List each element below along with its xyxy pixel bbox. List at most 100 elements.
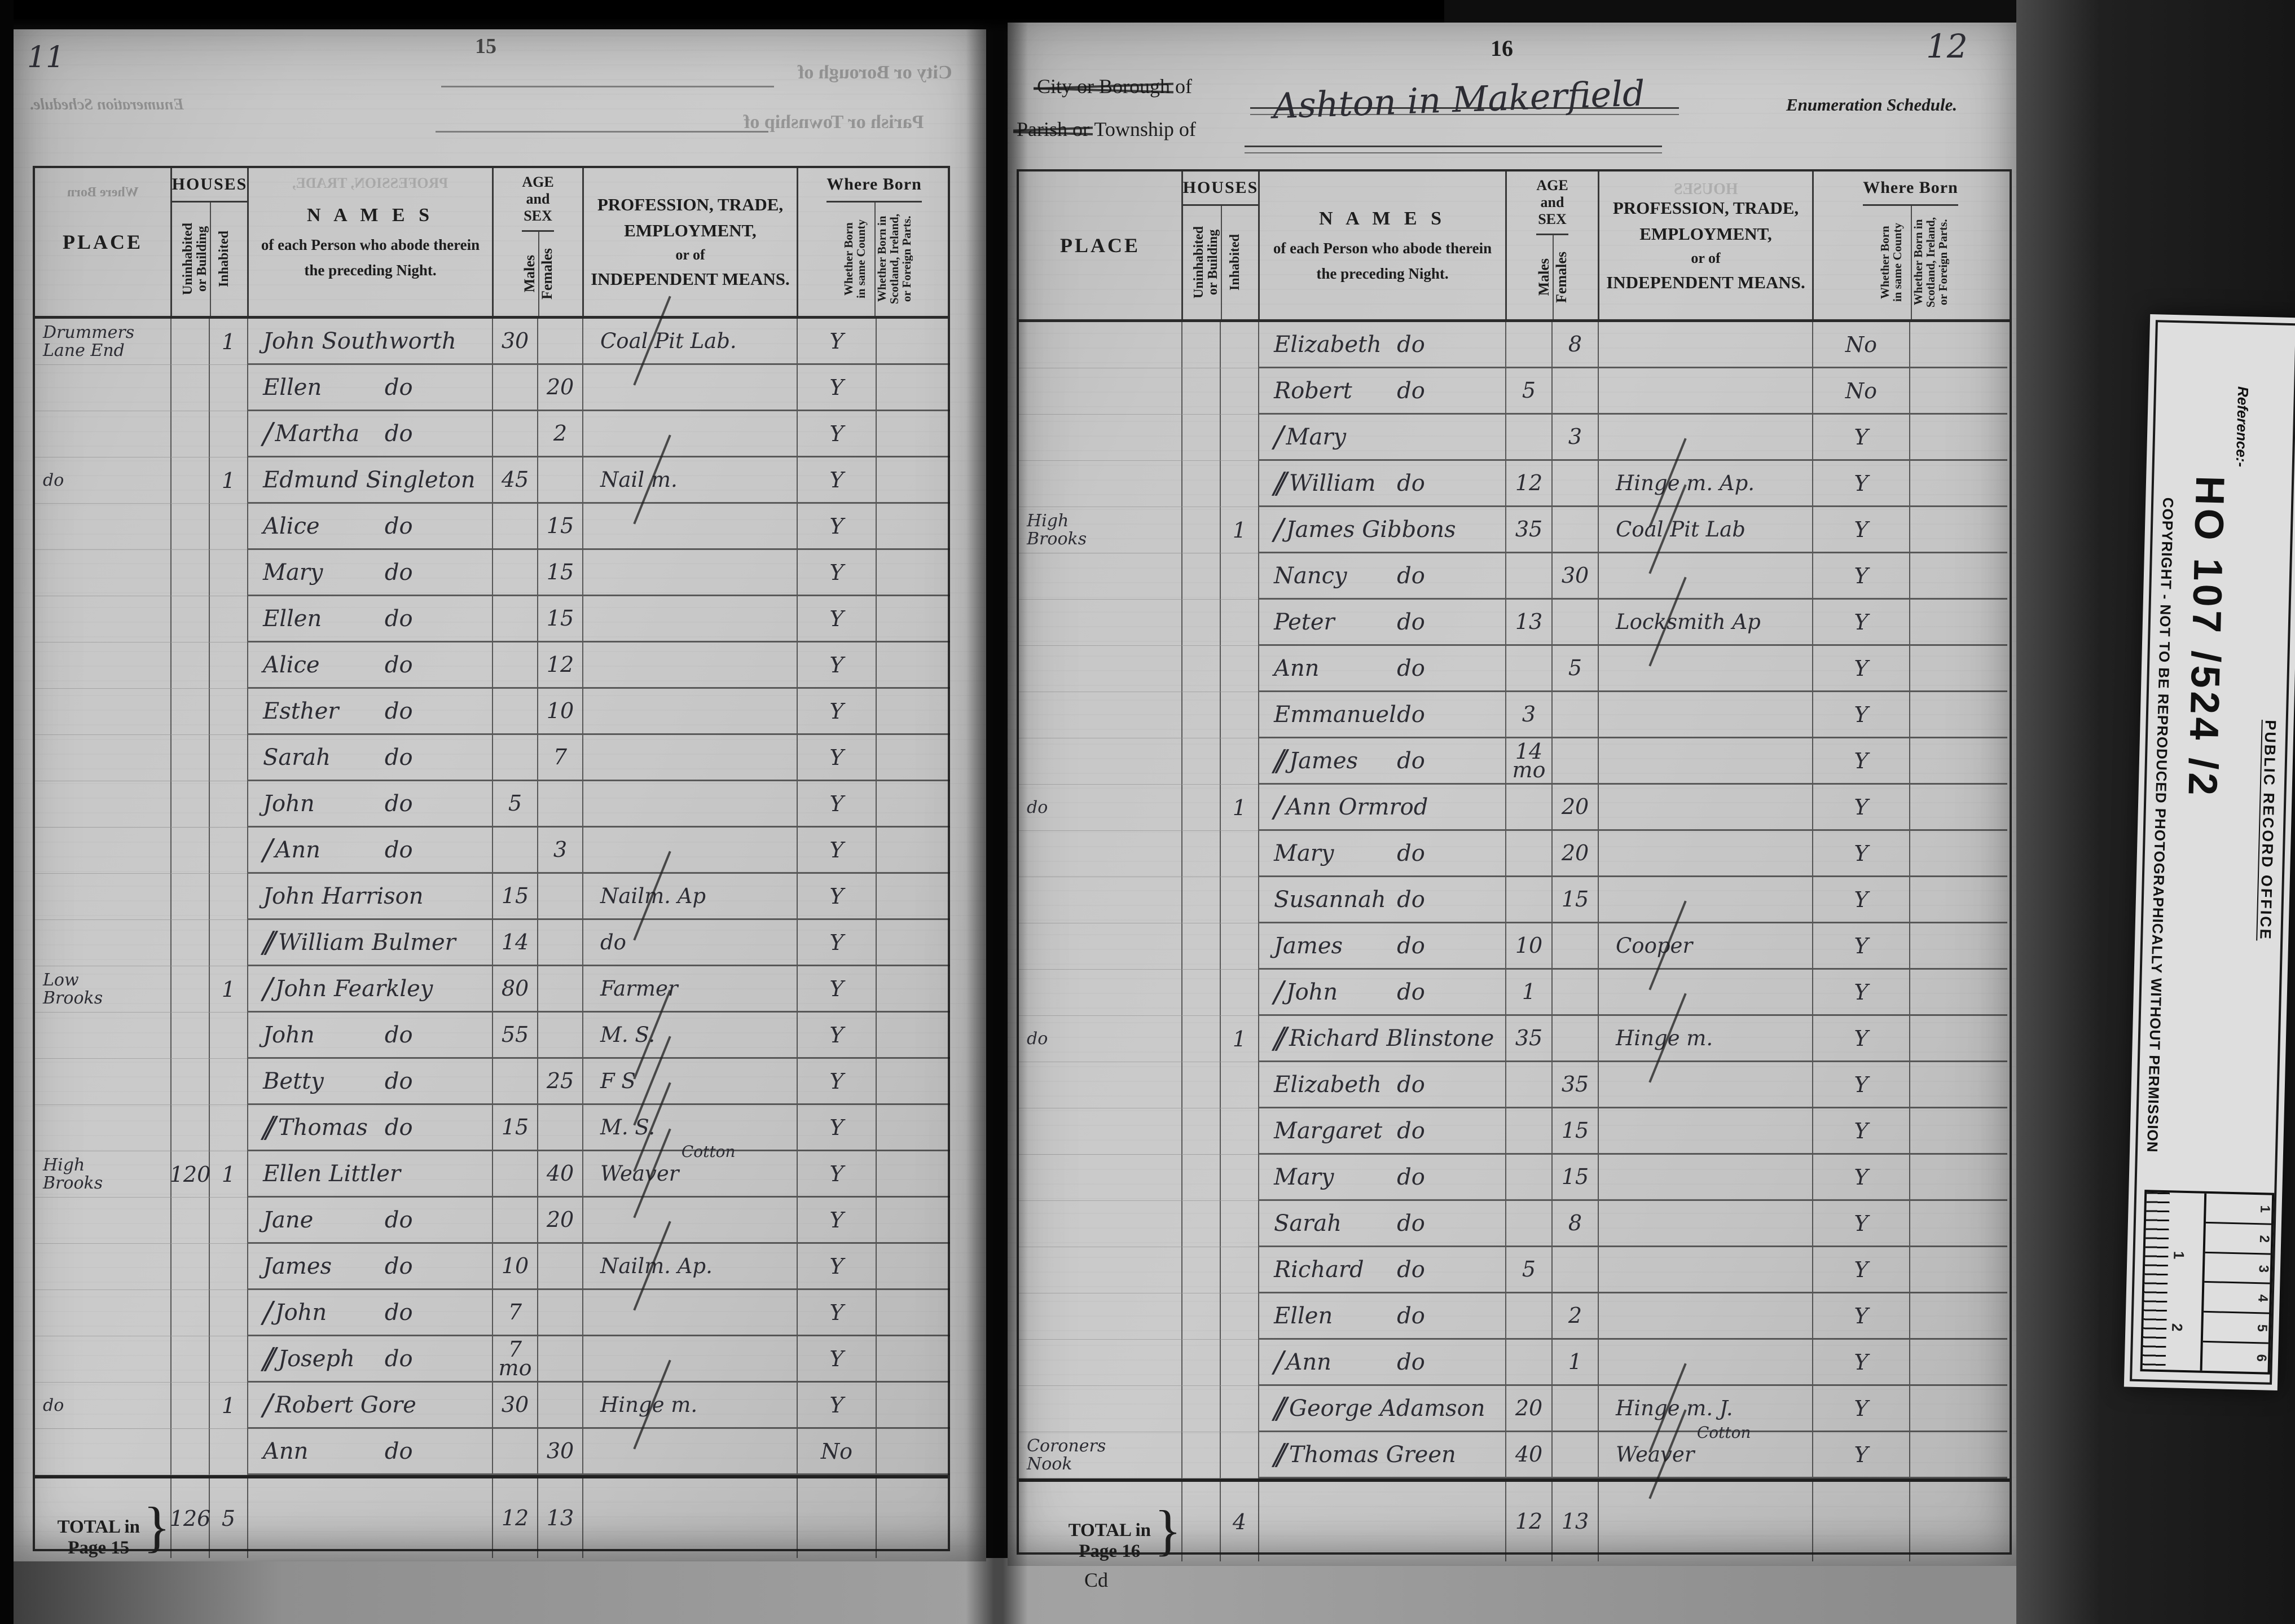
person-name: John <box>1286 979 1338 1005</box>
cell-age-male: 5 <box>1505 368 1551 415</box>
person-name: Robert Gore <box>275 1392 416 1418</box>
cell-age-male <box>492 596 537 642</box>
profession-text: M. S. <box>600 1115 656 1139</box>
cell-age-female: 35 <box>1551 1062 1598 1108</box>
page-number-left: 15 <box>475 34 496 58</box>
person-name: James <box>1289 747 1358 774</box>
cell-born-county: Y <box>797 457 876 504</box>
cell-age-male <box>492 689 537 735</box>
column-header-names: N A M E S of each Person who abode therei… <box>247 168 492 316</box>
ghost-houses: HOUSES <box>1673 181 1738 198</box>
cell-name: ∕ Ann Ormrod <box>1258 785 1505 831</box>
where-born-subcolumns: Whether Born in same County Whether Born … <box>836 203 913 316</box>
cell-profession <box>582 1429 797 1475</box>
inch-ruler-label: 1 <box>2170 1251 2188 1260</box>
cell-uninhabited <box>1181 600 1220 646</box>
profession-text: Coal Pit Lab <box>1616 517 1746 542</box>
cell-uninhabited <box>170 411 209 457</box>
table-header: PLACE HOUSES Uninhabited or Building Inhabi… <box>1019 171 2010 322</box>
person-name: Mary <box>263 559 323 586</box>
cell-age-female: 15 <box>537 596 582 642</box>
ditto-mark: do <box>1397 747 1425 774</box>
ditto-mark: do <box>384 652 413 678</box>
cell-profession <box>582 1336 797 1383</box>
cell-uninhabited <box>170 689 209 735</box>
cell-inhabited <box>1220 738 1258 785</box>
column-header-females: Females <box>1552 235 1569 319</box>
total-names-spacer <box>247 1478 492 1558</box>
cell-age-female: 15 <box>537 550 582 596</box>
cell-born-county: Y <box>1812 923 1909 970</box>
cell-place <box>35 1290 170 1336</box>
cell-born-county: Y <box>797 1013 876 1059</box>
city-borough-struck: City or Borough <box>1037 75 1171 98</box>
tally-mark: ∕∕ <box>1274 466 1287 500</box>
table-row: Betty do 25 F S Y <box>35 1059 950 1105</box>
cell-profession <box>1598 368 1812 415</box>
cell-born-county: Y <box>797 1244 876 1290</box>
cell-uninhabited <box>1181 877 1220 923</box>
cell-age-female: 12 <box>537 642 582 689</box>
cell-uninhabited <box>170 1198 209 1244</box>
profession-text: Weaver <box>1616 1442 1695 1467</box>
cell-profession <box>1598 1340 1812 1386</box>
cell-place <box>1019 1108 1181 1155</box>
cell-name: ∕ James Gibbons <box>1258 507 1505 553</box>
cell-uninhabited <box>170 966 209 1013</box>
cell-name: ∕∕ James do <box>1258 738 1505 785</box>
cell-place <box>35 642 170 689</box>
inhabited-label: Inhabited <box>1228 234 1243 291</box>
cell-age-female <box>537 319 582 365</box>
profession-text: Coal Pit Lab. <box>600 329 737 353</box>
profession-text: M. S. <box>600 1023 656 1047</box>
cell-age-female: 40 <box>537 1151 582 1198</box>
cell-born-foreign <box>1909 1247 2007 1293</box>
table-row: Mary do 20 Y <box>1019 831 2010 877</box>
profession-text: F S <box>600 1069 636 1093</box>
table-row: Sarah do 7 Y <box>35 735 950 781</box>
cell-place <box>35 411 170 457</box>
cell-name: Susannah do <box>1258 877 1505 923</box>
cell-born-county: Y <box>1812 970 1909 1016</box>
cm-ruler-cell: 3 <box>2204 1253 2271 1285</box>
profession-text: Nailm. Ap <box>600 884 706 908</box>
females-label: Females <box>1553 252 1569 303</box>
cell-born-foreign <box>1909 831 2007 877</box>
cell-profession <box>1598 415 1812 461</box>
table-row: Emmanuel do 3 Y <box>1019 692 2010 738</box>
table-row: Mary do 15 Y <box>35 550 950 596</box>
person-name: Jane <box>263 1207 314 1233</box>
cell-uninhabited <box>170 1429 209 1475</box>
ghost-profession: PROFESSION, TRADE, <box>292 175 449 191</box>
total-names-spacer <box>1258 1482 1505 1561</box>
profession-text: Weaver <box>600 1161 679 1186</box>
cell-uninhabited <box>170 457 209 504</box>
cell-uninhabited <box>170 642 209 689</box>
cell-inhabited: 1 <box>209 319 247 365</box>
cell-name: Robert do <box>1258 368 1505 415</box>
cell-name: Jane do <box>247 1198 492 1244</box>
total-born-county-spacer <box>797 1478 876 1558</box>
cell-place: High Brooks <box>35 1151 170 1198</box>
table-row: Alice do 15 Y <box>35 504 950 550</box>
person-name: James <box>263 1253 332 1279</box>
ditto-mark: do <box>1397 609 1425 635</box>
profession-label-line-1: PROFESSION, TRADE, <box>1612 198 1799 218</box>
cell-profession: do <box>582 920 797 966</box>
cell-born-foreign <box>1909 415 2007 461</box>
cell-place <box>35 735 170 781</box>
where-born-label: Where Born <box>826 168 922 203</box>
ditto-mark: do <box>1397 979 1425 1005</box>
cell-profession <box>1598 646 1812 692</box>
cell-profession: M. S. <box>582 1013 797 1059</box>
cell-place <box>35 1059 170 1105</box>
person-name: John Fearkley <box>275 975 433 1002</box>
cell-born-foreign <box>876 735 950 781</box>
cell-place <box>35 550 170 596</box>
names-subtitle-1: of each Person who abode therein <box>261 236 480 253</box>
cell-profession <box>582 828 797 874</box>
cell-born-county: Y <box>797 1336 876 1383</box>
cell-born-foreign <box>876 642 950 689</box>
cm-ruler-label: 1 <box>2257 1205 2273 1213</box>
